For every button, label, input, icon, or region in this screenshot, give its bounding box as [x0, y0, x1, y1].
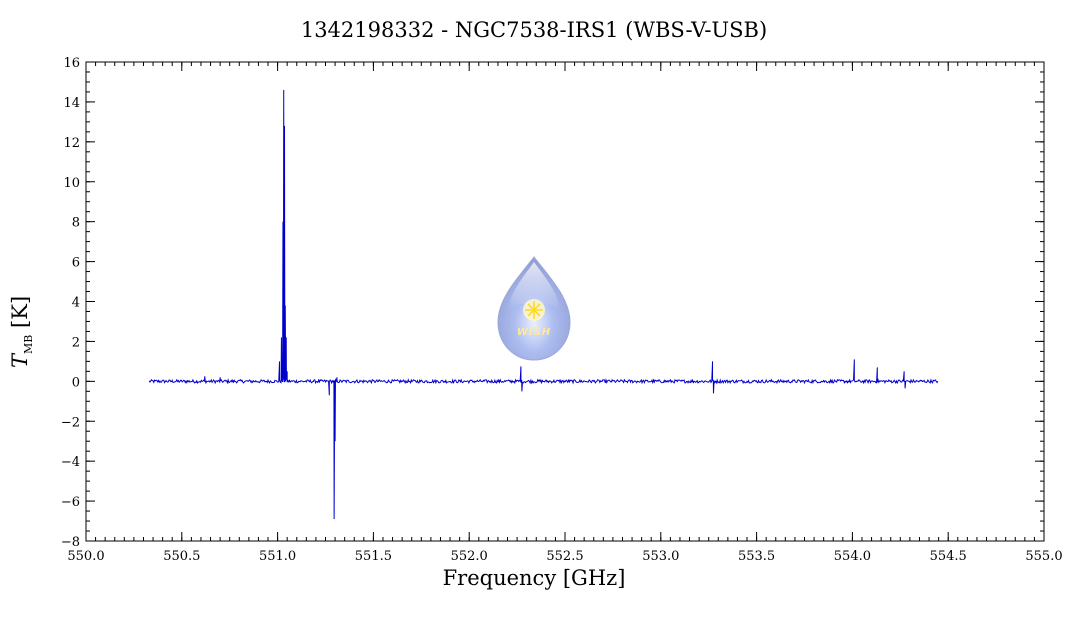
x-tick-label: 551.5: [355, 549, 392, 564]
wish-logo-watermark: WISH: [497, 256, 571, 361]
x-tick-label: 555.0: [1025, 549, 1062, 564]
x-axis-label: Frequency [GHz]: [442, 566, 626, 590]
spectrum-line: [148, 89, 939, 520]
y-tick-label: 12: [63, 136, 80, 151]
y-tick-label: −6: [61, 495, 80, 510]
y-tick-label: −2: [61, 415, 80, 430]
y-tick-label: 14: [63, 96, 80, 111]
y-tick-label: 16: [63, 56, 80, 71]
x-tick-label: 550.5: [163, 549, 200, 564]
x-tick-label: 553.5: [738, 549, 775, 564]
y-tick-label: −8: [61, 535, 80, 550]
wish-star-icon: [525, 301, 543, 319]
y-tick-label: 4: [72, 296, 80, 311]
x-tick-label: 552.0: [451, 549, 488, 564]
x-tick-label: 552.5: [546, 549, 583, 564]
chart-title: 1342198332 - NGC7538-IRS1 (WBS-V-USB): [300, 18, 768, 42]
x-tick-label: 551.0: [259, 549, 296, 564]
x-tick-label: 550.0: [67, 549, 104, 564]
y-tick-label: −4: [61, 455, 80, 470]
y-tick-label: 8: [72, 216, 80, 231]
x-tick-label: 553.0: [642, 549, 679, 564]
x-tick-label: 554.0: [834, 549, 871, 564]
x-axis-ticks: 550.0 550.5 551.0 551.5 552.0 552.5 553.0 553.5…: [67, 62, 1063, 564]
y-tick-label: 10: [63, 176, 80, 191]
wish-drop-highlight: [508, 262, 560, 310]
wish-logo-text: WISH: [517, 327, 551, 338]
y-axis-ticks: −8 −6 −4 −2 0 2 4 6 8 10 12 14 16: [61, 56, 1044, 550]
y-tick-label: 6: [72, 256, 80, 271]
y-tick-label: 0: [72, 375, 80, 390]
x-tick-label: 554.5: [930, 549, 967, 564]
y-tick-label: 2: [72, 335, 80, 350]
